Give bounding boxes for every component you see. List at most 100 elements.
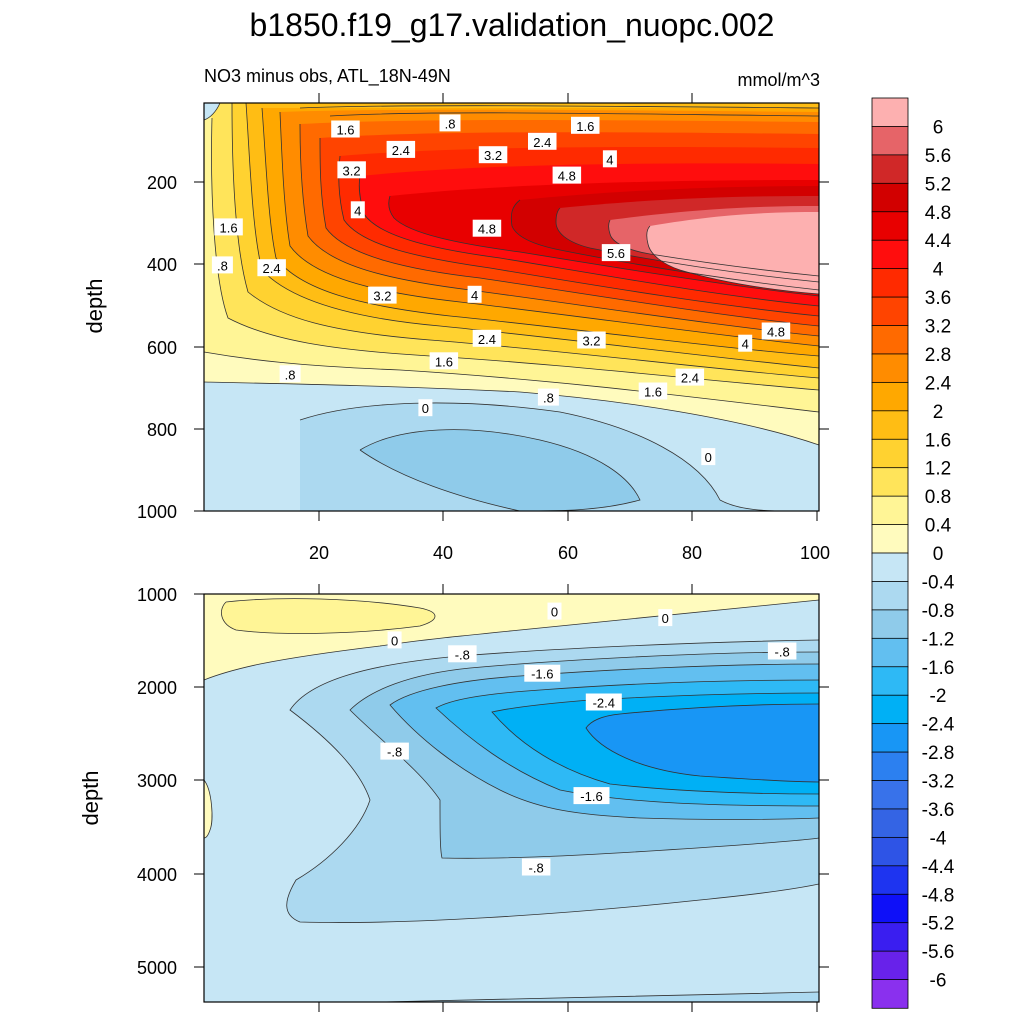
contour-label-text: 4.8 — [767, 325, 785, 340]
colorbar-label-14: 0.4 — [925, 516, 952, 537]
contour-label-text: -.8 — [455, 647, 470, 662]
contour-label-bg — [638, 382, 668, 400]
colorbar-label-24: -3.6 — [922, 800, 955, 821]
lower-contour-line-04 — [221, 598, 436, 634]
contour-label-text: 1.6 — [220, 220, 238, 235]
contour-label-text: 0 — [662, 611, 669, 626]
colorbar-label-9: 2.4 — [925, 373, 952, 394]
contour-label-text: 0 — [391, 633, 398, 648]
contour-label-upper-0: 1.6 — [331, 120, 360, 138]
contour-label-bg — [738, 334, 753, 352]
contour-label-upper-24: 1.6 — [638, 382, 668, 400]
contour-label-lower-2: 0 — [387, 631, 402, 649]
contour-label-bg — [214, 218, 243, 236]
contour-label-lower-4: -.8 — [767, 642, 797, 660]
upper-y-axis-label: depth — [82, 278, 107, 333]
contour-label-text: 4 — [471, 288, 478, 303]
contour-label-upper-26: 0 — [418, 399, 433, 417]
contour-line-neg12 — [359, 429, 641, 512]
colorbar-label-12: 1.2 — [925, 459, 951, 480]
colorbar-label-30: -6 — [930, 971, 947, 992]
colorbar-label-0: 6 — [933, 117, 944, 138]
subtitle-right: mmol/m^3 — [738, 70, 820, 90]
contour-label-bg — [337, 161, 366, 179]
contour-label-bg — [279, 365, 301, 383]
contour-label-text: 3.2 — [373, 289, 391, 304]
colorbar-label-27: -4.8 — [922, 885, 955, 906]
colorbar-label-7: 3.2 — [925, 317, 951, 338]
colorbar-label-29: -5.6 — [922, 942, 955, 963]
colorbar-swatch-27 — [871, 865, 909, 895]
contour-label-bg — [380, 742, 409, 760]
colorbar-label-13: 0.8 — [925, 487, 951, 508]
contour-label-text: 1.6 — [644, 385, 662, 400]
upper-ytick-label-400: 400 — [147, 255, 177, 275]
colorbar-swatch-20 — [871, 666, 909, 696]
contour-label-bg — [350, 201, 365, 219]
colorbar-swatch-12 — [871, 438, 909, 469]
contour-label-text: 2.4 — [478, 332, 496, 347]
contour-label-text: -1.6 — [531, 667, 553, 682]
contour-label-upper-18: 2.4 — [472, 329, 502, 347]
lower-contour-line-neg16 — [389, 663, 820, 820]
colorbar: 6 5.6 5.2 4.8 4.4 4 3.6 3.2 2.8 2.4 2 1.6 1.2 0.8 0.4 0… — [871, 97, 955, 1009]
contour-label-lower-6: -2.4 — [585, 693, 622, 711]
contour-label-text: 3.2 — [582, 334, 600, 349]
upper-plot-frame — [203, 102, 820, 512]
contour-line-neg08 — [299, 402, 791, 512]
lower-y-axis-label: depth — [78, 770, 103, 825]
contour-label-upper-15: 4 — [467, 285, 482, 303]
colorbar-swatch-23 — [871, 751, 909, 782]
lower-plot-frame — [203, 593, 820, 1003]
contour-label-upper-16: 3.2 — [368, 286, 397, 304]
contour-label-bg — [767, 642, 797, 660]
contour-label-text: 4 — [354, 203, 361, 218]
fill-band-topleft-blue — [204, 103, 220, 120]
colorbar-swatch-31 — [871, 979, 909, 1009]
contour-label-text: 4.8 — [558, 169, 576, 184]
contour-label-upper-19: 3.2 — [577, 331, 606, 349]
contour-label-lower-1: 0 — [658, 609, 673, 627]
contour-label-lower-7: -.8 — [380, 742, 409, 760]
upper-ytick-labels: 200 400 600 800 1000 — [137, 173, 177, 522]
contour-label-bg — [386, 140, 416, 158]
contour-line-top — [203, 102, 221, 121]
contour-label-text: .8 — [217, 258, 228, 273]
colorbar-swatch-14 — [871, 495, 909, 526]
upper-xtick-labels: 20 40 60 80 100 — [309, 543, 830, 563]
colorbar-swatch-0 — [871, 97, 909, 128]
contour-label-text: .8 — [445, 116, 456, 131]
contour-label-bg — [528, 132, 557, 150]
lower-contour-line-neg20 — [435, 679, 820, 807]
contour-line-00 — [203, 381, 820, 446]
contour-label-bg — [331, 120, 360, 138]
contour-label-text: 3.2 — [343, 163, 361, 178]
upper-ytick-label-200: 200 — [147, 173, 177, 193]
colorbar-label-25: -4 — [930, 828, 947, 849]
contour-label-bg — [439, 114, 461, 132]
contour-label-text: 4.8 — [478, 222, 496, 237]
colorbar-swatch-4 — [871, 211, 909, 241]
contour-line-24 — [279, 111, 820, 347]
upper-xtick-label-40: 40 — [433, 543, 453, 563]
contour-label-lower-3: -.8 — [448, 645, 477, 663]
lower-fill-neg28 — [586, 704, 819, 782]
contour-label-upper-5: 2.4 — [528, 132, 557, 150]
contour-label-bg — [537, 388, 559, 406]
subtitle-left: NO3 minus obs, ATL_18N-49N — [204, 66, 451, 87]
lower-ytick-label-5000: 5000 — [137, 958, 177, 978]
contour-label-bg — [472, 329, 502, 347]
upper-plot: 1.6.8 1.62.4 3.22.443.2 4.841.6 4.85.6.8 2.44… — [82, 93, 830, 563]
colorbar-swatch-24 — [871, 780, 909, 810]
colorbar-swatch-28 — [871, 893, 909, 924]
colorbar-swatch-29 — [871, 922, 909, 952]
contour-label-text: 2.4 — [681, 371, 699, 386]
contour-label-upper-27: 0 — [701, 448, 716, 466]
contour-label-upper-21: 1.6 — [429, 352, 459, 370]
contour-line-48 — [510, 199, 820, 291]
main-title: b1850.f19_g17.validation_nuopc.002 — [250, 7, 775, 43]
colorbar-swatch-1 — [871, 126, 909, 156]
colorbar-swatch-3 — [871, 182, 909, 213]
contour-line-16 — [245, 102, 820, 369]
